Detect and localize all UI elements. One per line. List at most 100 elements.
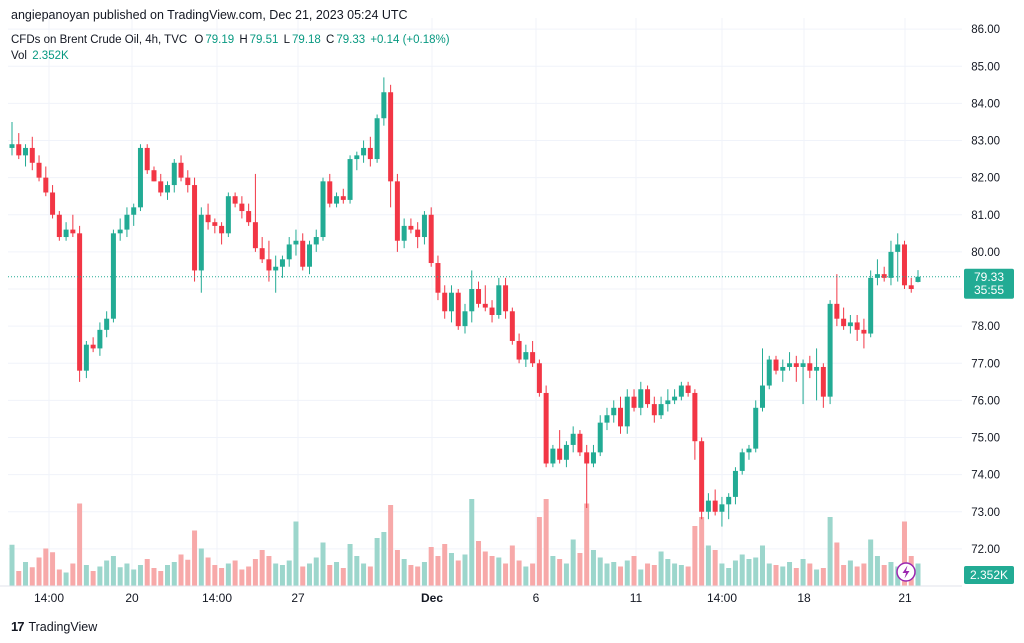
time-tick-label: 11 — [630, 591, 643, 605]
volume-bar — [9, 544, 15, 586]
time-axis[interactable]: 14:00 20 14:00 27 Dec 6 11 14:00 18 21 — [0, 585, 962, 605]
close-label: C — [326, 34, 335, 46]
price-tick-label: 85.00 — [971, 61, 1000, 73]
volume-bar — [847, 560, 853, 586]
symbol-label[interactable]: CFDs on Brent Crude Oil, 4h, TVC — [11, 34, 188, 46]
volume-bar — [306, 563, 312, 586]
close-value: 79.33 — [336, 34, 366, 46]
candle-body — [56, 214, 62, 238]
time-tick-label: 14:00 — [34, 591, 64, 605]
price-axis[interactable]: 86.0085.0084.0083.0082.0081.0080.0079.00… — [971, 24, 1000, 556]
open-value: 79.19 — [205, 34, 235, 46]
volume-bar — [678, 565, 684, 586]
volume-bar — [327, 565, 333, 586]
candle-body — [705, 500, 711, 512]
candle-body — [185, 177, 191, 186]
volume-bar — [212, 565, 218, 586]
footer-brand[interactable]: TradingView — [28, 619, 98, 634]
tradingview-logo-icon[interactable]: 17 — [11, 619, 25, 634]
candle-body — [239, 203, 245, 212]
volume-bar — [117, 567, 123, 586]
publisher-line: angiepanoyan published on TradingView.co… — [11, 8, 408, 22]
candle-body — [732, 470, 738, 497]
volume-bar — [536, 517, 542, 586]
grid-lines — [8, 18, 962, 586]
candle-body — [563, 444, 569, 460]
volume-bar — [645, 563, 651, 586]
volume-bar — [192, 530, 198, 586]
volume-bar — [320, 542, 326, 586]
candle-body — [266, 259, 272, 271]
candle-body — [618, 407, 624, 427]
volume-bar — [793, 568, 799, 586]
volume-bar — [550, 556, 556, 586]
candle-body — [131, 207, 137, 215]
volume-bar — [124, 563, 130, 586]
candle-body — [415, 229, 421, 238]
open-label: O — [194, 34, 204, 46]
candle-body — [50, 192, 56, 215]
candle-body — [699, 441, 705, 512]
volume-bar — [516, 560, 522, 586]
candle-body — [455, 292, 461, 327]
volume-bar — [692, 526, 698, 586]
volume-bar — [584, 503, 590, 586]
volume-bar — [205, 557, 211, 586]
volume-bar — [732, 560, 738, 586]
price-badge-countdown: 35:55 — [974, 283, 1004, 297]
candle-body — [584, 452, 590, 464]
candle-body — [624, 396, 630, 427]
volume-bar — [476, 541, 482, 586]
time-tick-label: 14:00 — [707, 591, 737, 605]
volume-bar — [543, 499, 549, 586]
volume-bar — [171, 562, 177, 586]
volume-bar — [246, 566, 252, 586]
volume-value: 2.352K — [32, 50, 69, 62]
price-tick-label: 74.00 — [971, 470, 1000, 482]
volume-bar — [503, 563, 509, 586]
volume-bar — [530, 563, 536, 586]
candle-body — [536, 363, 542, 393]
candle-body — [834, 303, 840, 319]
volume-legend: Vol 2.352K — [11, 50, 71, 62]
price-tick-label: 78.00 — [971, 321, 1000, 333]
candle-body — [482, 303, 488, 308]
candle-body — [577, 433, 583, 453]
candle-body — [225, 196, 231, 234]
candle-body — [462, 311, 468, 327]
volume-bar — [63, 572, 69, 586]
candle-body — [759, 385, 765, 408]
volume-badge-bg — [964, 566, 1014, 584]
volume-bar — [577, 553, 583, 586]
volume-bar — [773, 565, 779, 586]
candle-body — [814, 366, 820, 371]
candle-body — [739, 452, 745, 471]
candle-body — [448, 292, 454, 312]
lightning-icon[interactable] — [896, 562, 916, 582]
volume-bar — [293, 521, 299, 586]
candle-body — [841, 318, 847, 327]
candle-body — [9, 144, 15, 148]
volume-bar — [590, 550, 596, 586]
candle-body — [16, 144, 22, 156]
volume-bar — [496, 557, 502, 586]
volume-bar — [685, 566, 691, 586]
candle-body — [895, 244, 901, 252]
candle-body — [550, 448, 556, 464]
volume-bar — [509, 545, 515, 586]
candle-body — [476, 289, 482, 304]
volume-bar — [90, 571, 96, 586]
candle-body — [117, 229, 123, 234]
volume-bar — [198, 548, 204, 586]
candle-body — [530, 352, 536, 364]
volume-bar — [753, 557, 759, 586]
volume-label: Vol — [11, 50, 27, 62]
candle-body — [104, 318, 110, 330]
time-tick-label: 14:00 — [202, 591, 232, 605]
candle-body — [658, 404, 664, 416]
volume-bar — [29, 567, 35, 586]
candle-body — [665, 400, 671, 405]
volume-bar — [611, 562, 617, 586]
volume-bar — [36, 557, 42, 586]
